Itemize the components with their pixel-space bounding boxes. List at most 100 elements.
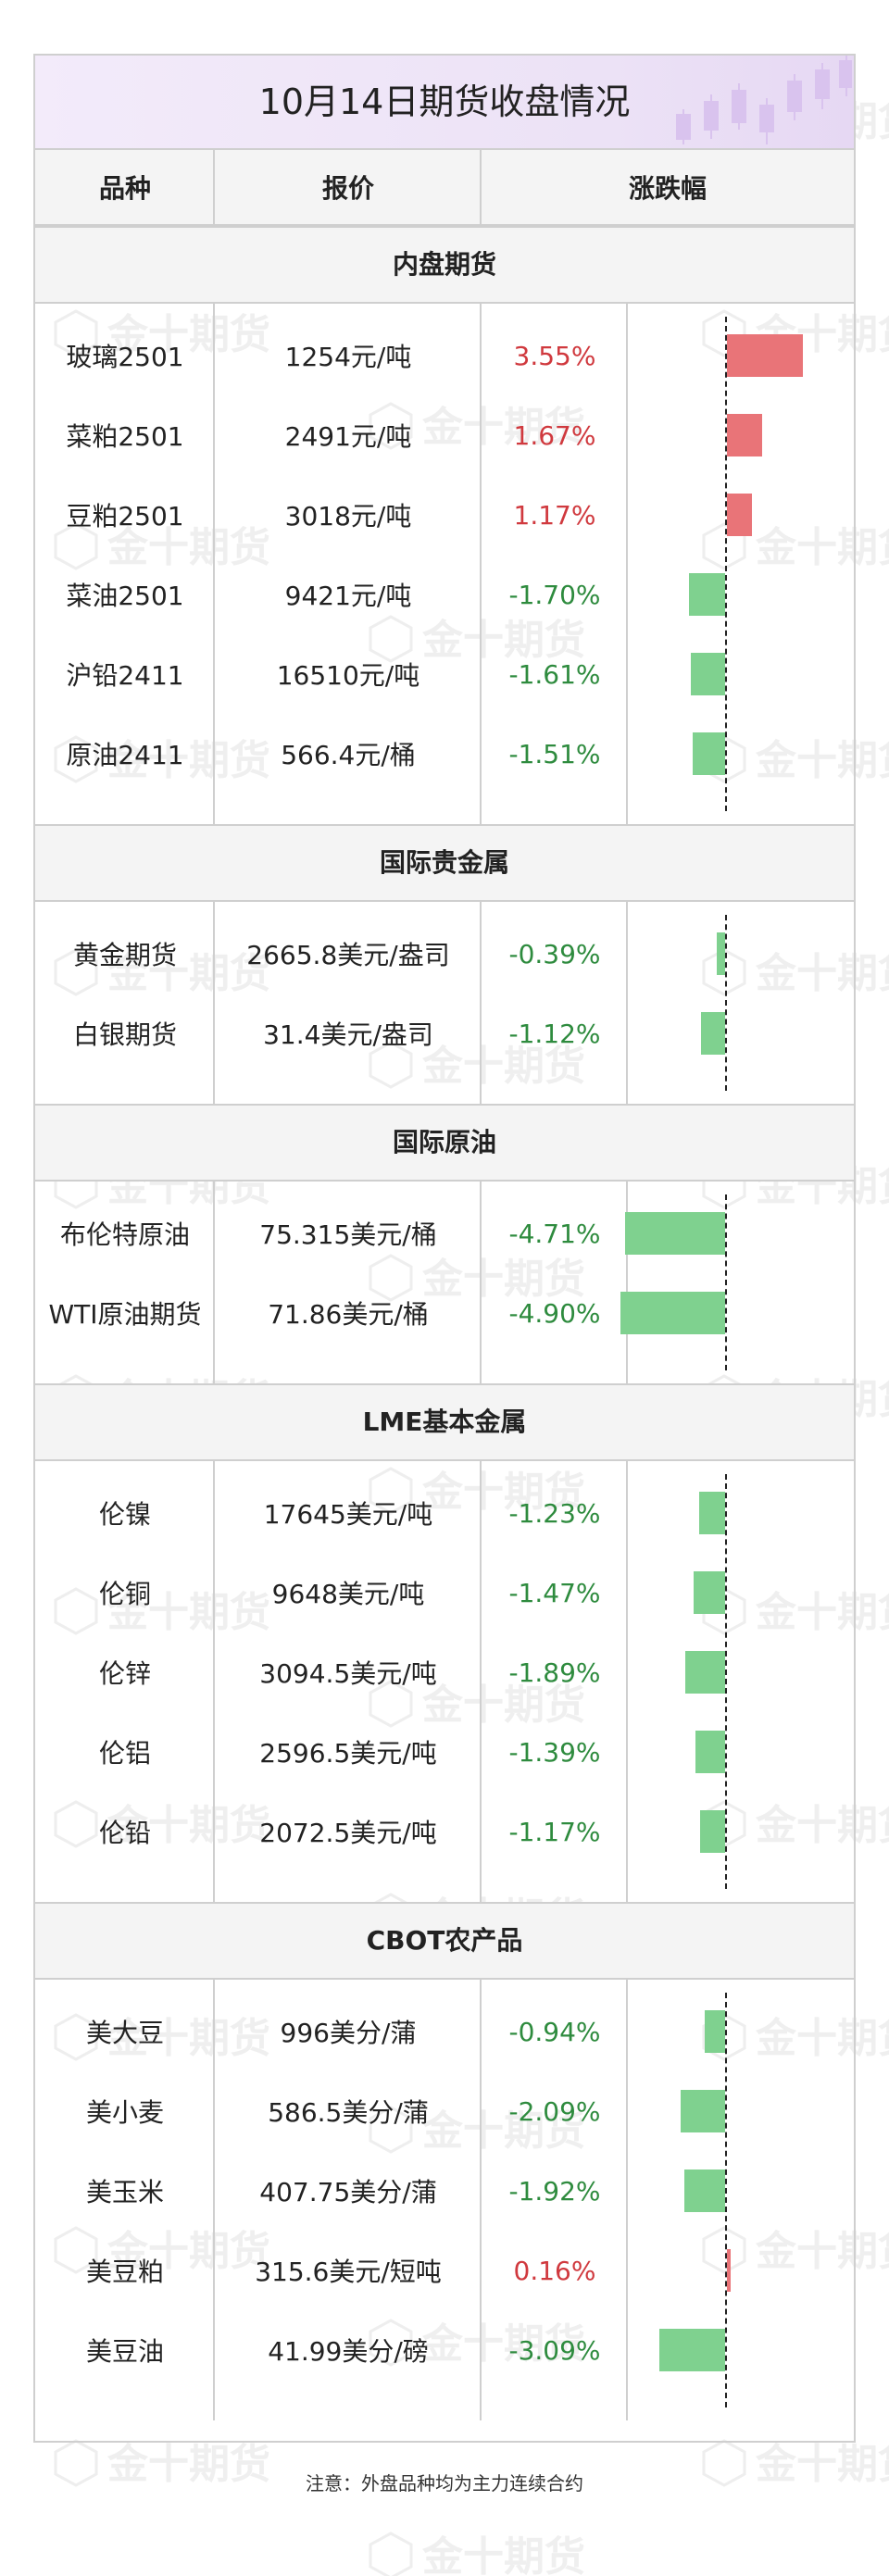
table-row: 伦铝 2596.5美元/吨 -1.39% [35,1724,854,1780]
variety-name: 伦铝 [98,1738,151,1769]
price-value: 315.6美元/短吨 [255,2257,442,2287]
change-bar [727,414,763,456]
change-bar [683,2170,725,2212]
change-bar [698,1492,725,1534]
table-row: 豆粕2501 3018元/吨 1.17% [35,487,854,543]
table-row: 布伦特原油 75.315美元/桶 -4.71% [35,1206,854,1261]
price-value: 31.4美元/盎司 [263,1019,433,1050]
change-value: -4.90% [508,1297,601,1329]
page-title: 10月14日期货收盘情况 [258,81,631,122]
change-bar [658,2329,725,2371]
change-bar [695,1731,725,1773]
variety-name: 美小麦 [85,2097,164,2128]
table-row: 美豆粕 315.6美元/短吨 0.16% [35,2243,854,2298]
variety-name: 菜油2501 [66,581,184,611]
change-bar [727,494,752,536]
price-value: 3094.5美元/吨 [259,1658,437,1689]
section-header: 国际原油 [35,1104,854,1182]
price-value: 16510元/吨 [276,660,420,691]
header-price: 报价 [321,173,374,204]
variety-name: 美豆油 [85,2336,164,2367]
change-bar [694,1571,725,1614]
table-row: 美大豆 996美分/蒲 -0.94% [35,2004,854,2059]
zero-line [725,1993,727,2407]
change-value: -4.71% [508,1218,601,1249]
change-value: 0.16% [513,2255,596,2286]
change-bar [701,1012,725,1055]
variety-name: 白银期货 [72,1019,177,1050]
variety-name: 黄金期货 [72,940,177,970]
table-row: 黄金期货 2665.8美元/盎司 -0.39% [35,926,854,982]
change-bar [727,334,803,377]
price-value: 9648美元/吨 [271,1579,425,1609]
price-value: 9421元/吨 [284,581,412,611]
change-value: -1.23% [508,1497,601,1529]
price-value: 586.5美分/蒲 [268,2097,429,2128]
table-row: 沪铅2411 16510元/吨 -1.61% [35,646,854,702]
table-row: 白银期货 31.4美元/盎司 -1.12% [35,1006,854,1061]
change-bar [705,2010,725,2053]
change-bar [620,1292,725,1334]
table-row: WTI原油期货 71.86美元/桶 -4.90% [35,1285,854,1341]
table-frame [33,54,856,2443]
variety-name: 沪铅2411 [66,660,184,691]
change-value: 3.55% [513,340,596,371]
price-value: 41.99美分/磅 [268,2336,429,2367]
variety-name: 伦铜 [98,1579,151,1609]
change-bar [684,1651,725,1694]
change-bar [680,2090,725,2132]
header-change: 涨跌幅 [628,173,707,204]
change-value: -0.94% [508,2016,601,2047]
table-row: 玻璃2501 1254元/吨 3.55% [35,328,854,383]
change-value: -1.89% [508,1657,601,1688]
zero-line [725,317,727,811]
change-value: -2.09% [508,2095,601,2127]
change-bar [693,732,725,775]
change-bar [727,2249,731,2292]
price-value: 566.4元/桶 [281,740,416,770]
variety-name: 玻璃2501 [66,342,184,372]
change-value: -1.12% [508,1018,601,1049]
price-value: 17645美元/吨 [263,1499,433,1530]
candlestick-decoration [676,56,852,144]
price-value: 1254元/吨 [284,342,412,372]
price-value: 407.75美分/蒲 [259,2177,437,2207]
price-value: 2596.5美元/吨 [259,1738,437,1769]
change-value: -1.70% [508,579,601,610]
change-bar [700,1810,725,1853]
variety-name: 伦锌 [98,1658,151,1689]
change-value: -1.39% [508,1736,601,1768]
price-value: 3018元/吨 [284,501,412,531]
change-value: -1.51% [508,738,601,769]
watermark-logo: 金十期货 [369,2532,585,2576]
price-value: 2491元/吨 [284,421,412,452]
table-header: 品种 报价 涨跌幅 [35,148,854,226]
table-row: 伦镍 17645美元/吨 -1.23% [35,1485,854,1541]
change-value: -1.17% [508,1816,601,1847]
variety-name: 菜粕2501 [66,421,184,452]
section-header: 国际贵金属 [35,824,854,902]
variety-name: 美玉米 [85,2177,164,2207]
change-value: -1.47% [508,1577,601,1608]
price-value: 2665.8美元/盎司 [246,940,450,970]
zero-line [725,1194,727,1370]
price-value: 75.315美元/桶 [259,1219,437,1250]
table-row: 菜油2501 9421元/吨 -1.70% [35,567,854,622]
price-value: 71.86美元/桶 [268,1299,429,1330]
zero-line [725,1474,727,1889]
change-bar [624,1212,725,1255]
table-row: 原油2411 566.4元/桶 -1.51% [35,726,854,782]
table-row: 美小麦 586.5美分/蒲 -2.09% [35,2083,854,2139]
table-row: 菜粕2501 2491元/吨 1.67% [35,407,854,463]
variety-name: 原油2411 [66,740,184,770]
price-value: 2072.5美元/吨 [259,1818,437,1848]
price-value: 996美分/蒲 [280,2018,417,2048]
table-row: 伦铜 9648美元/吨 -1.47% [35,1565,854,1620]
zero-line [725,915,727,1091]
footnote: 注意：外盘品种均为主力连续合约 [306,2472,583,2495]
variety-name: 豆粕2501 [66,501,184,531]
variety-name: 美豆粕 [85,2257,164,2287]
change-bar [717,932,725,975]
change-value: 1.67% [513,419,596,451]
variety-name: 布伦特原油 [59,1219,190,1250]
